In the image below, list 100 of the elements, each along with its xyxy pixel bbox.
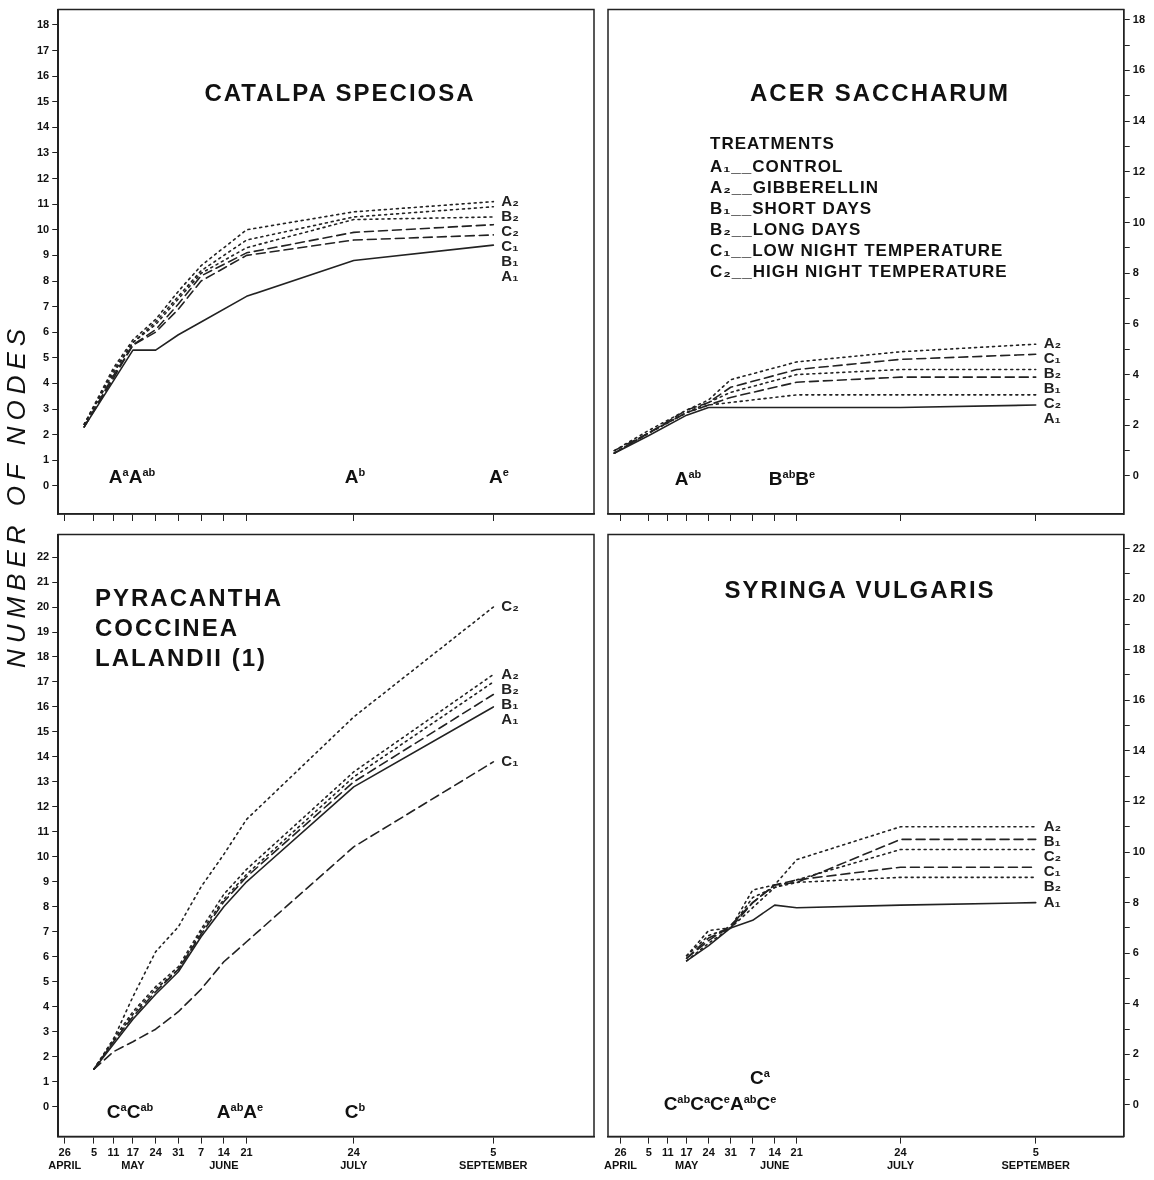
y-tick-label: 6 xyxy=(1132,316,1139,329)
y-tick-label: 12 xyxy=(36,171,50,184)
y-tick-label: 9 xyxy=(43,874,50,887)
series-label: C₂ xyxy=(1043,846,1062,864)
y-tick-label: 4 xyxy=(43,999,51,1012)
y-tick-label: 11 xyxy=(37,824,50,837)
y-tick-label: 12 xyxy=(1132,164,1146,177)
x-tick-label: 11 xyxy=(107,1146,120,1159)
y-tick-label: 17 xyxy=(36,43,50,56)
y-tick-label: 8 xyxy=(1132,266,1139,279)
annotation: TREATMENTS xyxy=(710,134,835,154)
y-tick-label: 17 xyxy=(36,675,50,688)
y-tick-label: 5 xyxy=(43,974,50,987)
y-tick-label: 1 xyxy=(43,453,50,466)
series-label: A₂ xyxy=(501,664,519,682)
y-tick-label: 8 xyxy=(43,274,50,287)
y-tick-label: 14 xyxy=(36,120,51,133)
y-tick-label: 6 xyxy=(43,949,50,962)
y-tick-label: 4 xyxy=(1132,367,1140,380)
x-tick-label: 21 xyxy=(790,1146,803,1159)
y-tick-label: 18 xyxy=(1132,12,1146,25)
y-tick-label: 14 xyxy=(1132,743,1146,756)
y-tick-label: 2 xyxy=(43,427,50,440)
y-tick-label: 7 xyxy=(43,924,50,937)
y-tick-label: 18 xyxy=(1132,642,1146,655)
series-label: B₁ xyxy=(501,694,519,712)
y-tick-label: 18 xyxy=(36,650,50,663)
y-tick-label: 1 xyxy=(43,1074,50,1087)
series-label: C₁ xyxy=(501,236,519,254)
annotation: B₂__LONG DAYS xyxy=(710,220,862,240)
y-tick-label: 18 xyxy=(36,17,50,30)
series-label: A₂ xyxy=(501,191,519,209)
series-label: C₁ xyxy=(1043,861,1061,879)
x-tick-label: 7 xyxy=(198,1146,205,1159)
text: CATALPA SPECIOSA xyxy=(203,78,477,108)
y-tick-label: 2 xyxy=(1132,1047,1139,1060)
series-label: B₁ xyxy=(1043,831,1061,849)
y-tick-label: 11 xyxy=(37,197,50,210)
y-tick-label: 16 xyxy=(1132,693,1146,706)
text: ACER SACCHARUM xyxy=(749,78,1011,108)
y-tick-label: 8 xyxy=(1132,895,1139,908)
y-tick-label: 3 xyxy=(43,402,50,415)
series-label: C₂ xyxy=(1043,394,1062,412)
series-label: C₂ xyxy=(501,221,519,239)
x-tick-label: 7 xyxy=(749,1146,756,1159)
y-tick-label: 22 xyxy=(1132,541,1146,554)
annotation: C$^{b}$ xyxy=(344,1101,366,1124)
y-tick-label: 13 xyxy=(36,774,50,787)
y-tick-label: 15 xyxy=(36,94,50,107)
annotation: A₂__GIBBERELLIN xyxy=(710,178,879,198)
annotation: B₁__SHORT DAYS xyxy=(710,199,873,219)
series-label: C₂ xyxy=(501,597,519,615)
y-tick-label: 10 xyxy=(36,849,50,862)
x-tick-label: 26 APRIL xyxy=(604,1146,638,1172)
x-tick-label: 5 xyxy=(645,1146,652,1159)
x-tick-label: 14 JUNE xyxy=(760,1146,790,1172)
x-tick-label: 17 MAY xyxy=(674,1146,699,1172)
y-tick-label: 15 xyxy=(36,724,50,737)
annotation: C₁__LOW NIGHT TEMPERATURE xyxy=(710,241,1004,261)
y-tick-label: 20 xyxy=(36,600,50,613)
y-tick-label: 10 xyxy=(36,222,50,235)
annotation: A$^{a}$A$^{ab}$ xyxy=(108,466,156,489)
y-tick-label: 14 xyxy=(36,749,51,762)
text: C$^{ab}$C$^{a}$C$^{e}$A$^{ab}$C$^{e}$ xyxy=(663,1093,777,1115)
annotation: A$^{e}$ xyxy=(489,466,509,489)
x-tick-label: 17 MAY xyxy=(121,1146,146,1172)
y-tick-label: 20 xyxy=(1132,592,1146,605)
annotation: C$^{a}$ xyxy=(750,1067,770,1090)
annotation: A$^{ab}$A$^{e}$ xyxy=(216,1101,264,1124)
series-label: B₁ xyxy=(1043,379,1061,397)
y-tick-label: 6 xyxy=(1132,946,1139,959)
series-label: C₁ xyxy=(1043,349,1061,367)
y-tick-label: 4 xyxy=(1132,996,1140,1009)
y-tick-label: 13 xyxy=(36,146,50,159)
series-label: B₂ xyxy=(501,679,519,697)
y-tick-label: 7 xyxy=(43,299,50,312)
y-tick-label: 19 xyxy=(36,625,50,638)
y-tick-label: 2 xyxy=(43,1049,50,1062)
x-tick-label: 31 xyxy=(724,1146,737,1159)
y-tick-label: 0 xyxy=(1132,1098,1139,1111)
y-tick-label: 4 xyxy=(43,376,51,389)
y-axis-title: NUMBER OF NODES xyxy=(0,322,32,668)
y-tick-label: 21 xyxy=(36,575,50,588)
y-tick-label: 16 xyxy=(36,699,50,712)
annotation: C$^{a}$C$^{ab}$ xyxy=(106,1101,154,1124)
annotation: A$^{ab}$ xyxy=(674,468,702,491)
y-tick-label: 16 xyxy=(1132,63,1146,76)
x-tick-label: 11 xyxy=(661,1146,674,1159)
y-tick-label: 8 xyxy=(43,899,50,912)
x-tick-label: 31 xyxy=(172,1146,185,1159)
x-tick-label: 24 JULY xyxy=(886,1146,915,1172)
series-label: A₁ xyxy=(1043,892,1061,910)
text: SYRINGA VULGARIS xyxy=(723,575,997,605)
y-tick-label: 2 xyxy=(1132,418,1139,431)
y-tick-label: 12 xyxy=(1132,794,1146,807)
series-label: B₂ xyxy=(501,206,519,224)
x-tick-label: 5 SEPTEMBER xyxy=(1001,1146,1070,1172)
x-tick-label: 5 SEPTEMBER xyxy=(459,1146,528,1172)
y-tick-label: 9 xyxy=(43,248,50,261)
y-tick-label: 12 xyxy=(36,799,50,812)
